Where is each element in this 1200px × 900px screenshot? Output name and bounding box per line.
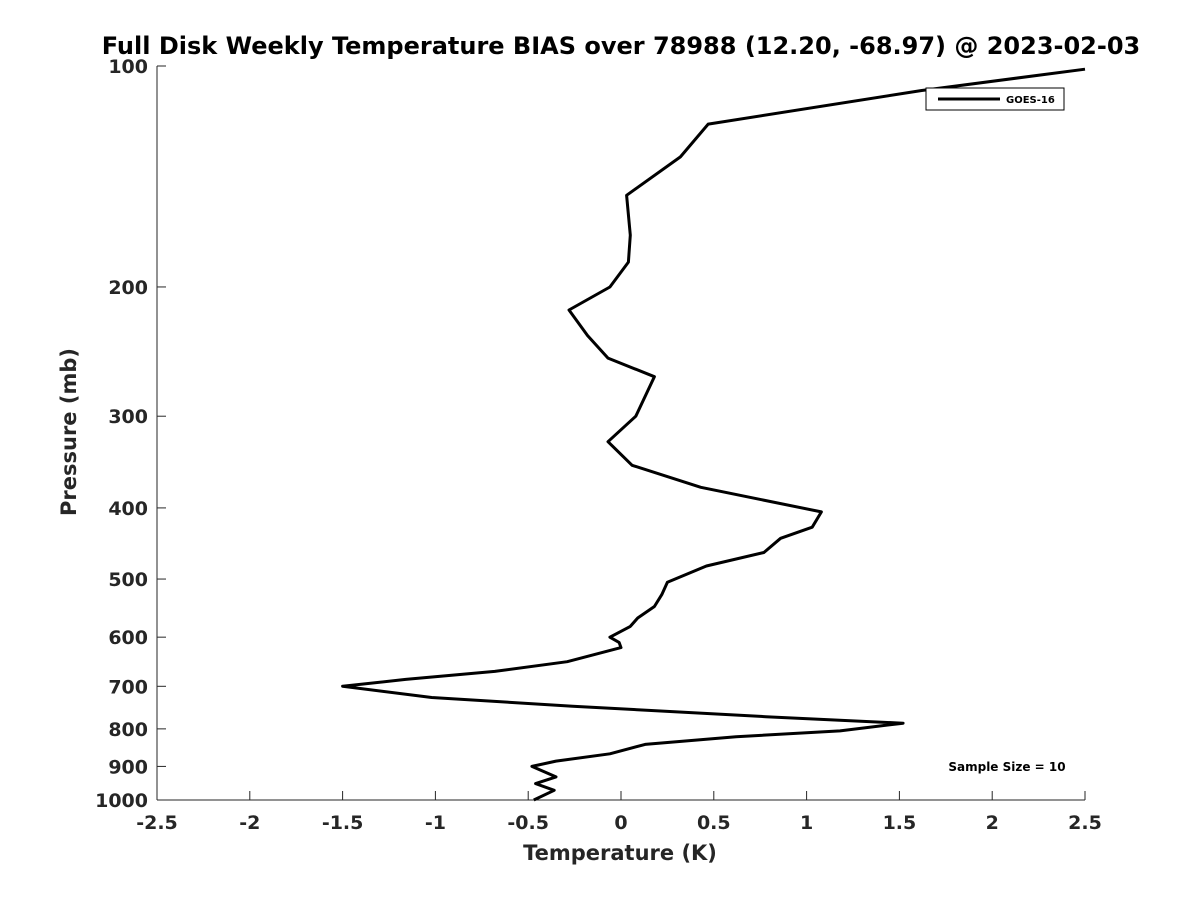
x-tick-label: 2 <box>986 812 999 834</box>
legend: GOES-16 <box>925 87 1065 111</box>
chart-title: Full Disk Weekly Temperature BIAS over 7… <box>102 32 1141 60</box>
y-tick-label: 800 <box>108 719 148 741</box>
x-tick-label: -1 <box>425 812 446 834</box>
plot-axes <box>156 66 1085 801</box>
y-tick-label: 200 <box>108 277 148 299</box>
series-line-goes-16 <box>341 67 1086 802</box>
x-tick-label: -0.5 <box>507 812 549 834</box>
x-tick-label: 1 <box>800 812 813 834</box>
x-tick-label: 1.5 <box>883 812 917 834</box>
x-axis-label: Temperature (K) <box>523 841 717 865</box>
x-tick-label: 2.5 <box>1068 812 1102 834</box>
y-axis-label: Pressure (mb) <box>57 348 81 516</box>
y-tick-label: 900 <box>108 756 148 778</box>
series-lines <box>341 67 1086 802</box>
y-tick-label: 1000 <box>95 790 148 812</box>
y-tick-label: 600 <box>108 627 148 649</box>
x-axis-ticks: -2.5 -2 -1.5 -1 -0.5 0 0.5 1 1.5 2 2.5 <box>136 791 1102 834</box>
x-tick-label: -1.5 <box>322 812 364 834</box>
y-tick-label: 100 <box>108 56 148 78</box>
y-tick-label: 300 <box>108 406 148 428</box>
y-tick-label: 700 <box>108 676 148 698</box>
y-axis-ticks: 100 200 300 400 500 600 700 800 900 1000 <box>95 56 166 812</box>
sample-size-annotation: Sample Size = 10 <box>948 760 1065 774</box>
y-tick-label: 500 <box>108 569 148 591</box>
legend-label-goes-16: GOES-16 <box>1006 95 1055 106</box>
x-tick-label: -2 <box>239 812 260 834</box>
y-tick-label: 400 <box>108 498 148 520</box>
x-tick-label: -2.5 <box>136 812 178 834</box>
x-tick-label: 0 <box>614 812 627 834</box>
x-tick-label: 0.5 <box>697 812 731 834</box>
